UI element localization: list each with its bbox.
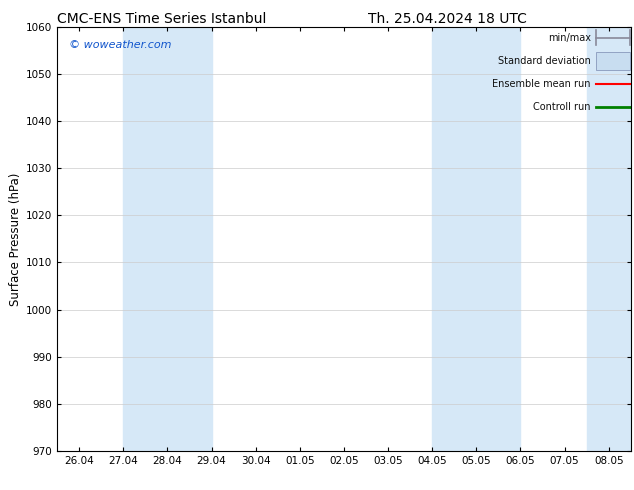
Text: Controll run: Controll run	[533, 102, 591, 113]
Bar	[123, 27, 212, 451]
Text: Ensemble mean run: Ensemble mean run	[492, 79, 591, 89]
Bar	[597, 51, 630, 70]
Text: CMC-ENS Time Series Istanbul: CMC-ENS Time Series Istanbul	[57, 12, 266, 26]
Text: Standard deviation: Standard deviation	[498, 56, 591, 66]
Text: Th. 25.04.2024 18 UTC: Th. 25.04.2024 18 UTC	[368, 12, 527, 26]
Bar	[432, 27, 521, 451]
Text: min/max: min/max	[548, 32, 591, 43]
Y-axis label: Surface Pressure (hPa): Surface Pressure (hPa)	[9, 172, 22, 306]
Bar	[586, 27, 634, 451]
Text: © woweather.com: © woweather.com	[68, 40, 171, 49]
